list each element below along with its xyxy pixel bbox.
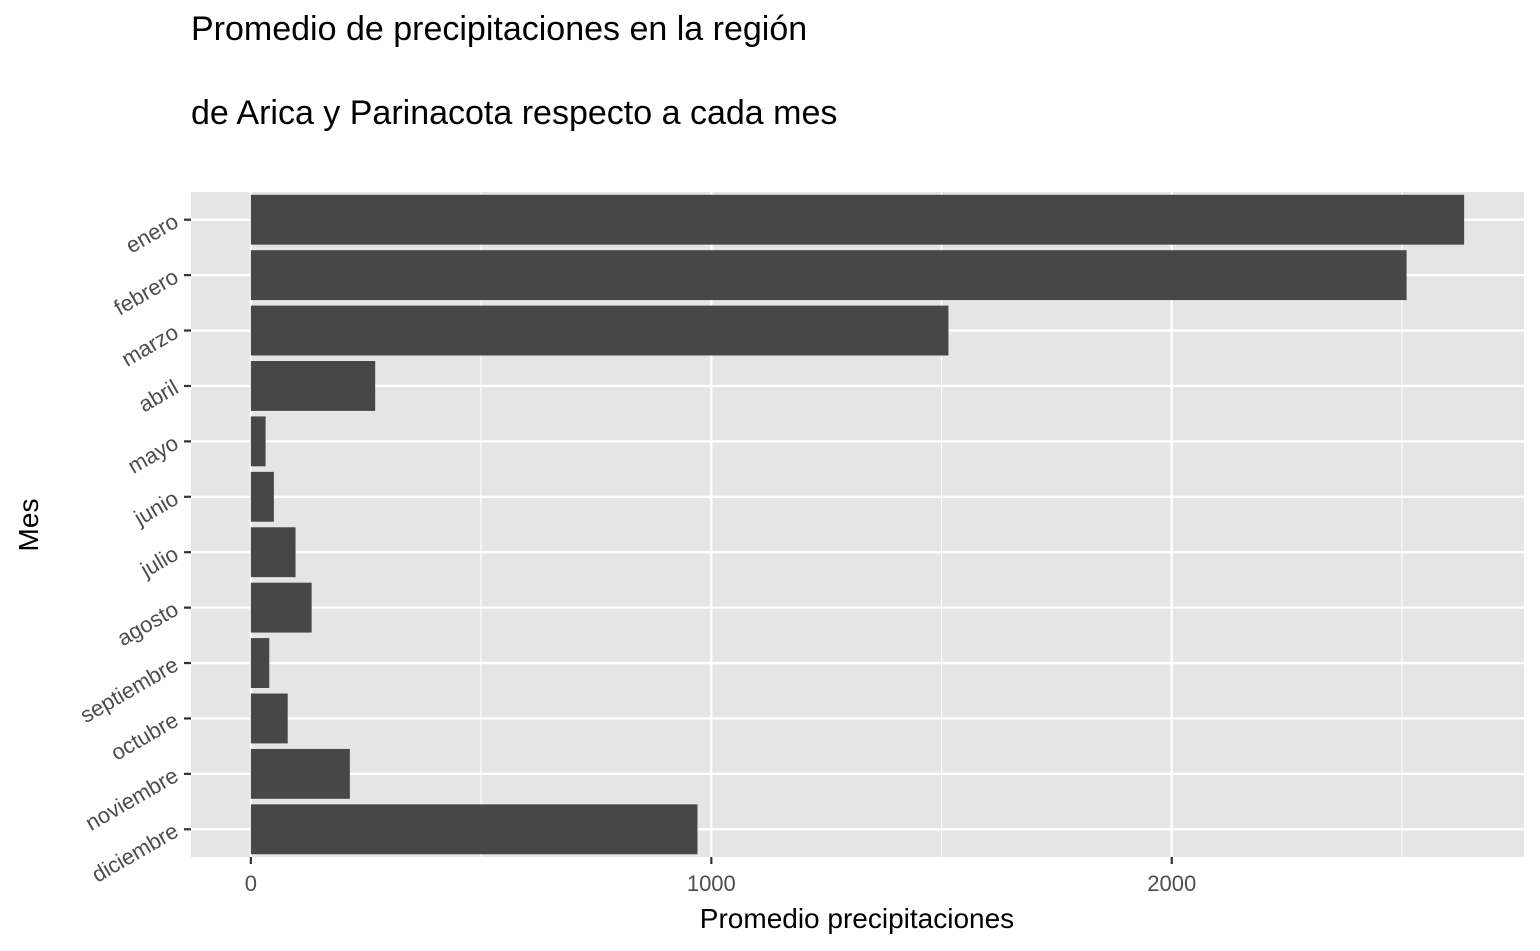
bar-enero [250, 194, 1465, 245]
bar-julio [250, 527, 296, 578]
bar-diciembre [250, 804, 698, 855]
y-tick-label-marzo: marzo [117, 319, 182, 371]
bar-febrero [250, 250, 1407, 301]
y-axis-title: Mes [13, 499, 44, 552]
x-tick-label: 1000 [687, 871, 736, 896]
y-tick-label-enero: enero [121, 208, 182, 258]
plot-panel [191, 192, 1524, 857]
bar-agosto [250, 582, 312, 633]
y-tick-label-agosto: agosto [113, 596, 183, 651]
bar-abril [250, 361, 376, 411]
bar-mayo [250, 416, 266, 467]
y-tick-label-junio: junio [129, 485, 183, 530]
chart-title-line-2: de Arica y Parinacota respecto a cada me… [191, 94, 838, 132]
x-tick-label: 0 [245, 871, 257, 896]
y-tick-label-mayo: mayo [123, 430, 182, 479]
y-tick-label-julio: julio [135, 541, 182, 583]
bar-octubre [250, 693, 288, 744]
bar-septiembre [250, 638, 270, 688]
chart-title-line-1: Promedio de precipitaciones en la región [191, 10, 808, 48]
y-tick-label-abril: abril [134, 375, 183, 417]
x-axis-title: Promedio precipitaciones [700, 903, 1014, 934]
bar-marzo [250, 305, 949, 356]
y-tick-label-febrero: febrero [110, 264, 183, 321]
x-tick-label: 2000 [1147, 871, 1196, 896]
bar-junio [250, 471, 274, 522]
bars [250, 194, 1465, 855]
bar-noviembre [250, 748, 350, 799]
panel-background [191, 192, 1524, 857]
y-tick-label-octubre: octubre [106, 707, 182, 765]
